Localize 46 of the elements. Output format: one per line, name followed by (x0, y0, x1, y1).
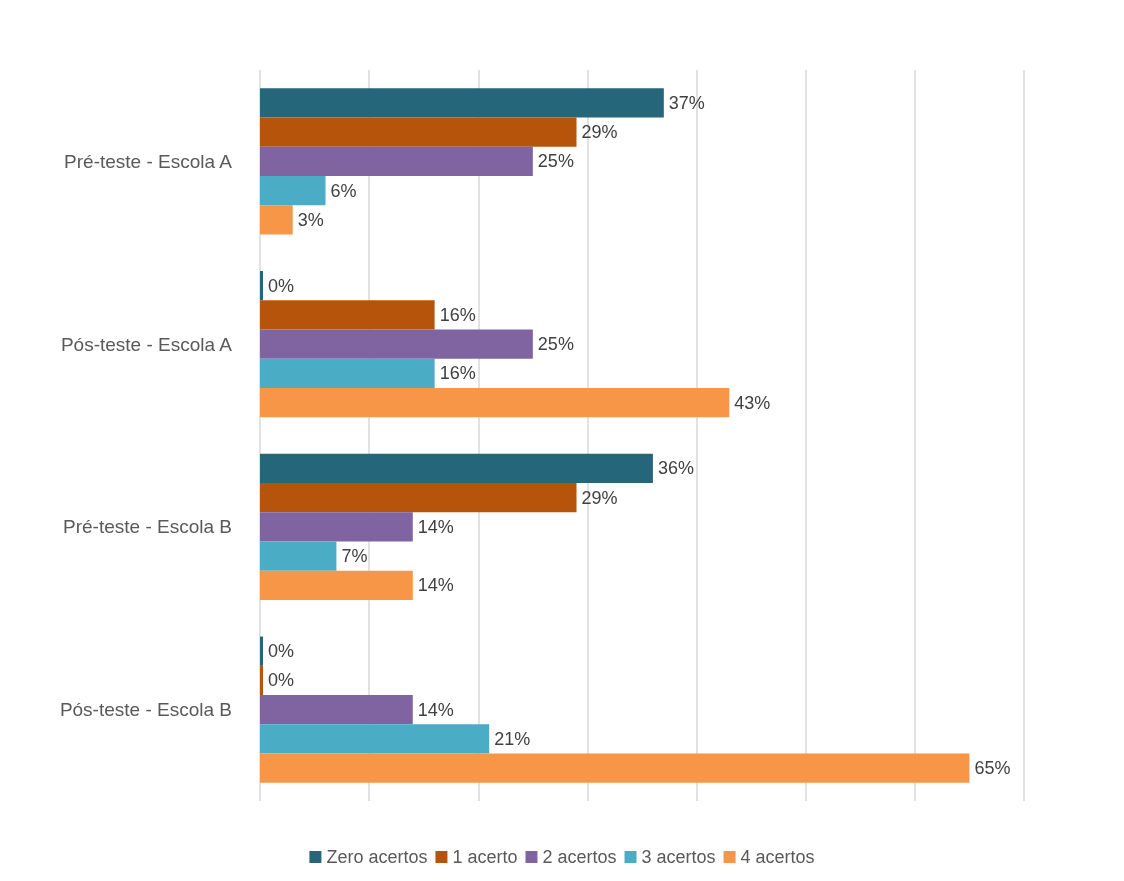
data-label: 21% (494, 728, 531, 749)
data-label: 43% (734, 392, 771, 413)
data-label: 65% (974, 758, 1011, 779)
bar (260, 695, 413, 725)
data-label: 0% (268, 641, 295, 662)
y-tick-label: Pré-teste - Escola A (64, 150, 233, 172)
legend-label: 4 acertos (740, 847, 815, 867)
bar (260, 483, 577, 513)
data-label: 16% (439, 304, 476, 325)
bar (260, 300, 435, 330)
bar (260, 358, 435, 388)
data-label: 14% (417, 699, 454, 720)
y-tick-label: Pós-teste - Escola A (60, 333, 233, 355)
data-label: 37% (668, 92, 705, 113)
bar (260, 453, 653, 484)
bar (260, 724, 490, 754)
bar (260, 753, 970, 783)
y-tick-label: Pós-teste - Escola B (59, 699, 232, 721)
bar (260, 117, 577, 147)
data-label: 16% (439, 363, 476, 384)
bar (260, 329, 533, 359)
bar (260, 176, 326, 206)
data-label: 25% (537, 151, 574, 172)
data-label: 14% (417, 575, 454, 596)
legend-label: 3 acertos (641, 847, 716, 867)
data-label: 3% (297, 209, 324, 230)
data-label: 0% (268, 275, 295, 296)
bar (260, 512, 413, 542)
legend-label: Zero acertos (326, 847, 428, 867)
bar (260, 88, 664, 118)
data-label: 29% (581, 122, 618, 143)
data-label: 6% (330, 180, 357, 201)
data-label: 7% (341, 546, 368, 567)
data-label: 14% (417, 516, 454, 537)
bar (260, 387, 730, 418)
legend-label: 1 acerto (452, 847, 518, 867)
y-tick-label: Pré-teste - Escola B (63, 516, 232, 538)
data-label: 0% (268, 670, 295, 691)
bar (260, 146, 533, 176)
data-label: 29% (581, 487, 618, 508)
data-label: 25% (537, 334, 574, 355)
bar (260, 570, 413, 600)
data-label: 36% (657, 458, 694, 479)
legend-label: 2 acertos (542, 847, 617, 867)
bar (260, 541, 337, 571)
bar (260, 205, 293, 235)
